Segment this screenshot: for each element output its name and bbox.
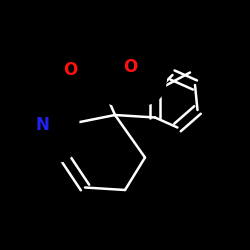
Text: O: O <box>63 61 77 79</box>
Text: N: N <box>36 116 50 134</box>
Text: O: O <box>123 58 137 76</box>
